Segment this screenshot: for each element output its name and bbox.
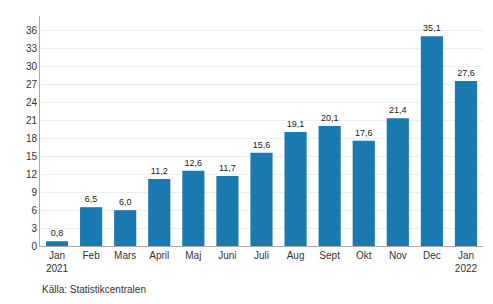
svg-text:Maj: Maj <box>185 250 201 261</box>
svg-text:0,8: 0,8 <box>51 228 64 238</box>
svg-text:Jan2021: Jan2021 <box>46 250 69 274</box>
svg-text:27: 27 <box>26 79 38 90</box>
svg-text:6: 6 <box>31 205 37 216</box>
svg-text:21,4: 21,4 <box>389 105 407 115</box>
svg-text:Okt: Okt <box>356 250 372 261</box>
svg-text:Aug: Aug <box>287 250 305 261</box>
svg-text:35,1: 35,1 <box>423 23 441 33</box>
svg-text:19,1: 19,1 <box>287 119 305 129</box>
svg-text:9: 9 <box>31 187 37 198</box>
svg-text:21: 21 <box>26 115 38 126</box>
svg-text:Källa: Statistikcentralen: Källa: Statistikcentralen <box>42 284 146 295</box>
svg-text:17,6: 17,6 <box>355 128 373 138</box>
svg-text:12,6: 12,6 <box>185 158 203 168</box>
svg-text:24: 24 <box>26 97 38 108</box>
svg-text:27,6: 27,6 <box>457 68 475 78</box>
svg-text:0: 0 <box>31 241 37 252</box>
svg-text:April: April <box>149 250 169 261</box>
svg-text:15: 15 <box>26 151 38 162</box>
svg-text:Juli: Juli <box>254 250 269 261</box>
svg-text:Juni: Juni <box>218 250 236 261</box>
svg-text:Sept: Sept <box>319 250 340 261</box>
svg-text:30: 30 <box>26 61 38 72</box>
svg-text:12: 12 <box>26 169 38 180</box>
svg-text:11,2: 11,2 <box>151 166 168 176</box>
svg-text:20,1: 20,1 <box>321 113 339 123</box>
svg-text:33: 33 <box>26 43 38 54</box>
svg-text:6,0: 6,0 <box>119 197 132 207</box>
svg-text:Mars: Mars <box>114 250 136 261</box>
svg-text:11,7: 11,7 <box>219 163 236 173</box>
svg-text:6,5: 6,5 <box>85 194 98 204</box>
svg-text:36: 36 <box>26 25 38 36</box>
svg-text:Dec: Dec <box>423 250 441 261</box>
svg-text:Nov: Nov <box>389 250 407 261</box>
svg-text:18: 18 <box>26 133 38 144</box>
svg-text:Feb: Feb <box>83 250 101 261</box>
svg-text:15,6: 15,6 <box>253 140 271 150</box>
svg-text:3: 3 <box>31 223 37 234</box>
svg-text:Jan2022: Jan2022 <box>455 250 478 274</box>
